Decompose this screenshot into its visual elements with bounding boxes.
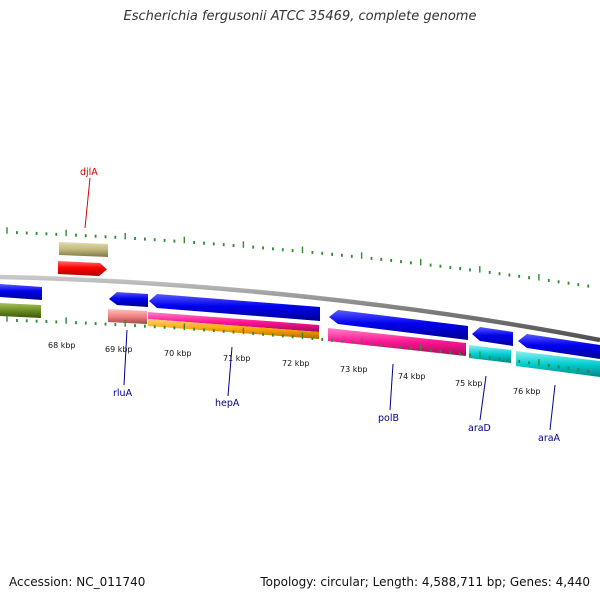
hepa-gene-arrow	[149, 294, 320, 321]
genome-summary-text: Topology: circular; Length: 4,588,711 bp…	[260, 575, 590, 589]
rlua-misc-bar	[108, 309, 147, 324]
hepa-other-bar	[148, 319, 319, 339]
hepa-leader-line	[227, 346, 233, 397]
scale-label-69: 69 kbp	[105, 345, 133, 354]
gene-labels: djlA rluA hepA polB araD araA	[80, 167, 561, 444]
hepa-misc-bar	[148, 312, 319, 332]
djla-gene-bar	[59, 242, 108, 257]
polb-gene-arrow	[329, 310, 468, 340]
rlua-leader-line	[123, 329, 128, 386]
scale-label-70: 70 kbp	[164, 349, 192, 358]
gene-label-leaders	[84, 177, 556, 431]
arad-gene-arrow	[472, 327, 513, 346]
reverse-strand-features	[0, 284, 600, 377]
left-edge-trna-bar	[0, 303, 41, 318]
kbp-scale: 68 kbp 69 kbp 70 kbp 71 kbp 72 kbp 73 kb…	[48, 341, 541, 396]
scale-label-72: 72 kbp	[282, 359, 310, 368]
gene-label-araa[interactable]: araA	[538, 433, 561, 444]
polb-leader-line	[389, 363, 394, 411]
scale-label-76: 76 kbp	[513, 387, 541, 396]
scale-label-75: 75 kbp	[455, 379, 483, 388]
inner-tick-marks	[6, 315, 590, 373]
rlua-gene-arrow	[109, 292, 148, 307]
gene-label-djla[interactable]: djlA	[80, 167, 98, 178]
scale-label-74: 74 kbp	[398, 372, 426, 381]
gene-label-rlua[interactable]: rluA	[113, 388, 133, 399]
scale-label-68: 68 kbp	[48, 341, 76, 350]
arad-misc-bar	[469, 345, 511, 363]
araa-gene-arrow	[518, 334, 600, 359]
arad-leader-line	[479, 375, 487, 421]
scale-label-73: 73 kbp	[340, 365, 368, 374]
outer-tick-marks	[6, 227, 590, 288]
gene-label-arad[interactable]: araD	[468, 423, 491, 434]
araa-leader-line	[549, 384, 556, 431]
gene-label-hepa[interactable]: hepA	[215, 398, 240, 409]
left-edge-gene-bar	[0, 284, 42, 300]
polb-misc-bar	[328, 328, 466, 356]
djla-cds-arrow	[58, 261, 107, 276]
gene-label-polb[interactable]: polB	[378, 413, 399, 424]
forward-strand-features	[58, 242, 108, 276]
accession-text: Accession: NC_011740	[9, 575, 146, 589]
genome-backbone	[0, 274, 600, 343]
map-title: Escherichia fergusonii ATCC 35469, compl…	[123, 9, 477, 24]
scale-label-71: 71 kbp	[223, 354, 251, 363]
djla-leader-line	[84, 177, 91, 229]
